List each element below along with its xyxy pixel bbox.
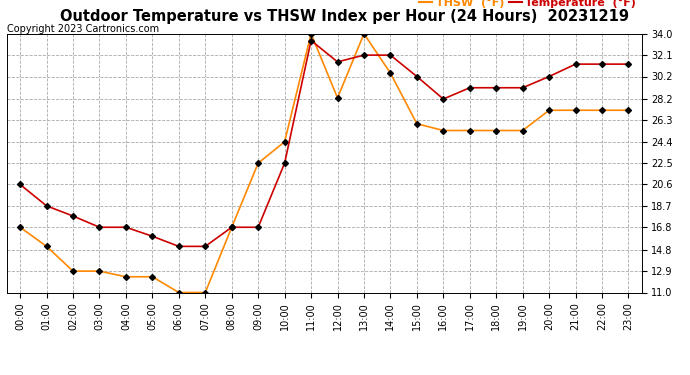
Text: Outdoor Temperature vs THSW Index per Hour (24 Hours)  20231219: Outdoor Temperature vs THSW Index per Ho… [61,9,629,24]
Text: Copyright 2023 Cartronics.com: Copyright 2023 Cartronics.com [7,24,159,34]
Legend: THSW  (°F), Temperature  (°F): THSW (°F), Temperature (°F) [419,0,636,8]
